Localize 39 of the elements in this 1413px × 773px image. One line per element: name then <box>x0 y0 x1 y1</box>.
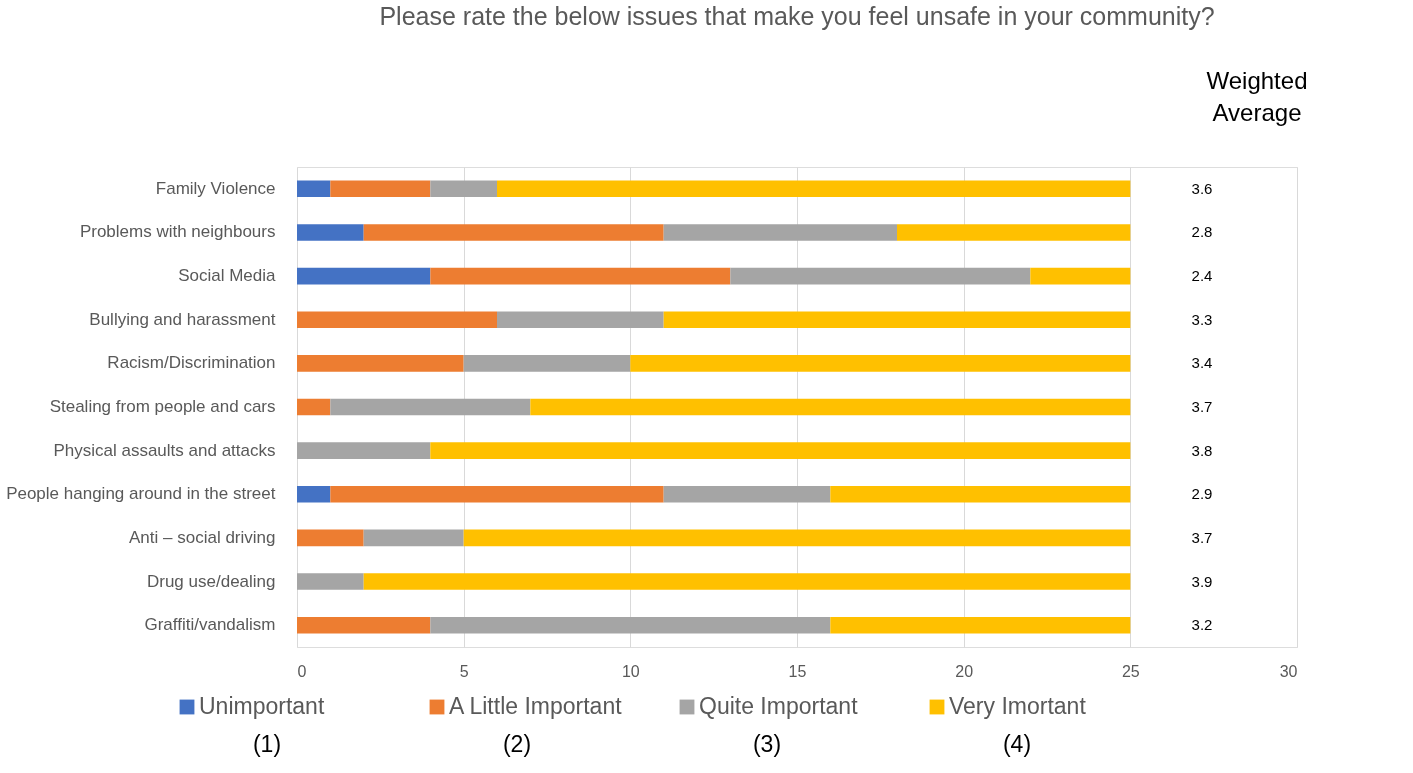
legend-label: Very Imortant <box>949 693 1087 719</box>
annotation: 3.6 <box>1191 179 1213 197</box>
annotation: 3.9 <box>1191 572 1213 590</box>
x-tick-label: 25 <box>1121 662 1140 680</box>
x-tick-label: 0 <box>297 662 307 680</box>
y-tick-label: Graffiti/vandalism <box>144 615 276 635</box>
y-tick-label: Stealing from people and cars <box>49 397 276 416</box>
y-tick-label: Social Media <box>178 266 277 286</box>
legend-label: Quite Important <box>699 693 859 719</box>
y-tick-label: Drug use/dealing <box>146 571 276 591</box>
y-tick-label: Anti – social driving <box>129 527 276 547</box>
text: (4) <box>1002 731 1032 757</box>
x-tick-label: 5 <box>459 662 469 680</box>
annotation: 3.8 <box>1191 441 1213 459</box>
annotation: 2.4 <box>1191 267 1213 285</box>
x-tick-label: 15 <box>788 662 807 680</box>
annotation: 3.7 <box>1191 528 1213 546</box>
legend-label: A Little Important <box>449 693 623 719</box>
y-tick-label: Bullying and harassment <box>89 309 276 329</box>
legend-label: Unimportant <box>199 693 325 719</box>
y-tick-label: Racism/Discrimination <box>107 353 276 373</box>
chart-title: Please rate the below issues that make you feel unsafe in your community? <box>379 2 1215 30</box>
x-tick-label: 20 <box>955 662 974 680</box>
annotation: 2.9 <box>1191 485 1213 503</box>
x-tick-label: 10 <box>621 662 640 680</box>
x-tick-label: 30 <box>1279 662 1298 680</box>
y-tick-label: Physical assaults and attacks <box>53 440 276 460</box>
annotation: 3.4 <box>1191 354 1213 372</box>
text: (1) <box>252 731 282 757</box>
text: (3) <box>752 731 782 757</box>
annotation: 3.2 <box>1191 616 1213 634</box>
y-tick-label: People hanging around in the street <box>6 484 276 504</box>
annotation: 2.8 <box>1191 223 1213 241</box>
y-tick-label: Family Violence <box>155 178 276 198</box>
y-tick-label: Problems with neighbours <box>79 222 276 242</box>
text: Weighted Average <box>1206 67 1308 126</box>
annotation: 3.3 <box>1191 310 1213 328</box>
annotation: 3.7 <box>1191 398 1213 415</box>
text: (2) <box>502 731 532 757</box>
